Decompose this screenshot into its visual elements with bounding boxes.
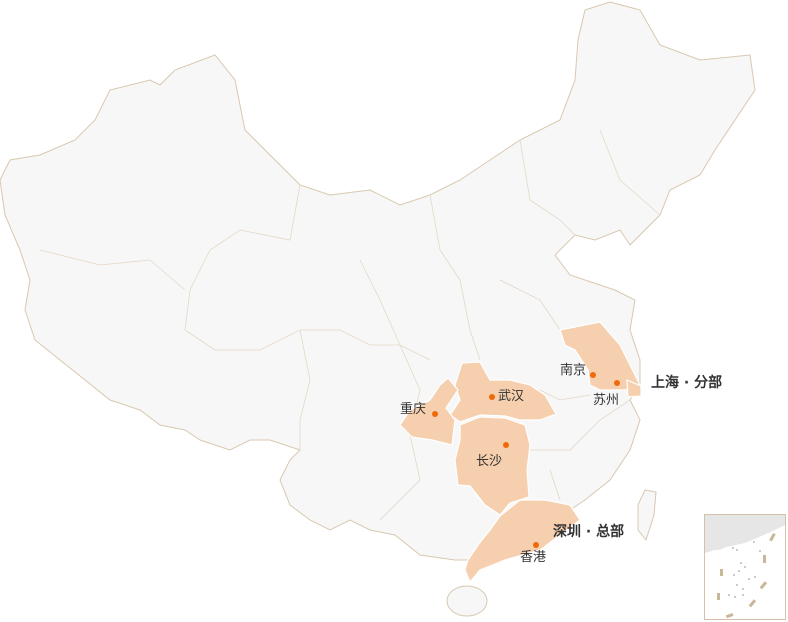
office-label-shanghai: 上海 · 分部 bbox=[651, 375, 723, 391]
region-hubei bbox=[449, 361, 557, 423]
office-label-shenzhen: 深圳 · 总部 bbox=[553, 524, 625, 540]
hainan-island bbox=[446, 585, 488, 617]
city-dot-wuhan[interactable] bbox=[489, 394, 495, 400]
south-china-sea-inset bbox=[704, 514, 786, 620]
city-label-changsha: 长沙 bbox=[476, 454, 503, 469]
inset-map bbox=[705, 515, 785, 619]
city-dot-chongqing[interactable] bbox=[432, 411, 438, 417]
city-label-suzhou: 苏州 bbox=[593, 393, 620, 408]
region-shanghai bbox=[626, 379, 642, 398]
province-borders bbox=[39, 129, 661, 521]
region-jiangsu bbox=[559, 321, 641, 391]
region-chongqing bbox=[399, 377, 459, 446]
city-label-chongqing: 重庆 bbox=[400, 402, 427, 417]
city-dot-suzhou[interactable] bbox=[614, 380, 620, 386]
city-label-hongkong: 香港 bbox=[520, 550, 547, 565]
china-outline bbox=[0, 1, 756, 581]
city-dot-hongkong[interactable] bbox=[533, 542, 539, 548]
region-guangdong bbox=[464, 499, 581, 584]
city-dot-changsha[interactable] bbox=[503, 442, 509, 448]
city-dot-nanjing[interactable] bbox=[590, 372, 596, 378]
city-label-wuhan: 武汉 bbox=[498, 389, 525, 404]
city-label-nanjing: 南京 bbox=[560, 363, 587, 378]
taiwan-island bbox=[637, 489, 657, 542]
region-hunan bbox=[454, 416, 531, 516]
